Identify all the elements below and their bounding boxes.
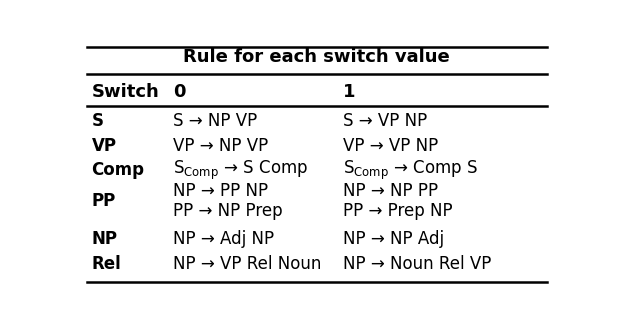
Text: S → NP VP: S → NP VP — [173, 112, 257, 130]
Text: PP: PP — [91, 192, 116, 210]
Text: VP → NP VP: VP → NP VP — [173, 137, 268, 155]
Text: NP: NP — [91, 230, 117, 248]
Text: $\mathrm{S}_{\mathrm{Comp}}$ → S Comp: $\mathrm{S}_{\mathrm{Comp}}$ → S Comp — [173, 158, 308, 182]
Text: S → VP NP: S → VP NP — [343, 112, 427, 130]
Text: Rule for each switch value: Rule for each switch value — [184, 48, 450, 66]
Text: NP → NP PP: NP → NP PP — [343, 182, 438, 199]
Text: PP → NP Prep: PP → NP Prep — [173, 202, 282, 220]
Text: NP → VP Rel Noun: NP → VP Rel Noun — [173, 255, 321, 273]
Text: VP: VP — [91, 137, 117, 155]
Text: S: S — [91, 112, 104, 130]
Text: NP → PP NP: NP → PP NP — [173, 182, 268, 199]
Text: Rel: Rel — [91, 255, 121, 273]
Text: 1: 1 — [343, 82, 355, 101]
Text: NP → Adj NP: NP → Adj NP — [173, 230, 274, 248]
Text: Comp: Comp — [91, 161, 145, 179]
Text: VP → VP NP: VP → VP NP — [343, 137, 438, 155]
Text: PP → Prep NP: PP → Prep NP — [343, 202, 453, 220]
Text: Switch: Switch — [91, 82, 159, 101]
Text: NP → NP Adj: NP → NP Adj — [343, 230, 444, 248]
Text: 0: 0 — [173, 82, 185, 101]
Text: $\mathrm{S}_{\mathrm{Comp}}$ → Comp S: $\mathrm{S}_{\mathrm{Comp}}$ → Comp S — [343, 158, 478, 182]
Text: NP → Noun Rel VP: NP → Noun Rel VP — [343, 255, 491, 273]
